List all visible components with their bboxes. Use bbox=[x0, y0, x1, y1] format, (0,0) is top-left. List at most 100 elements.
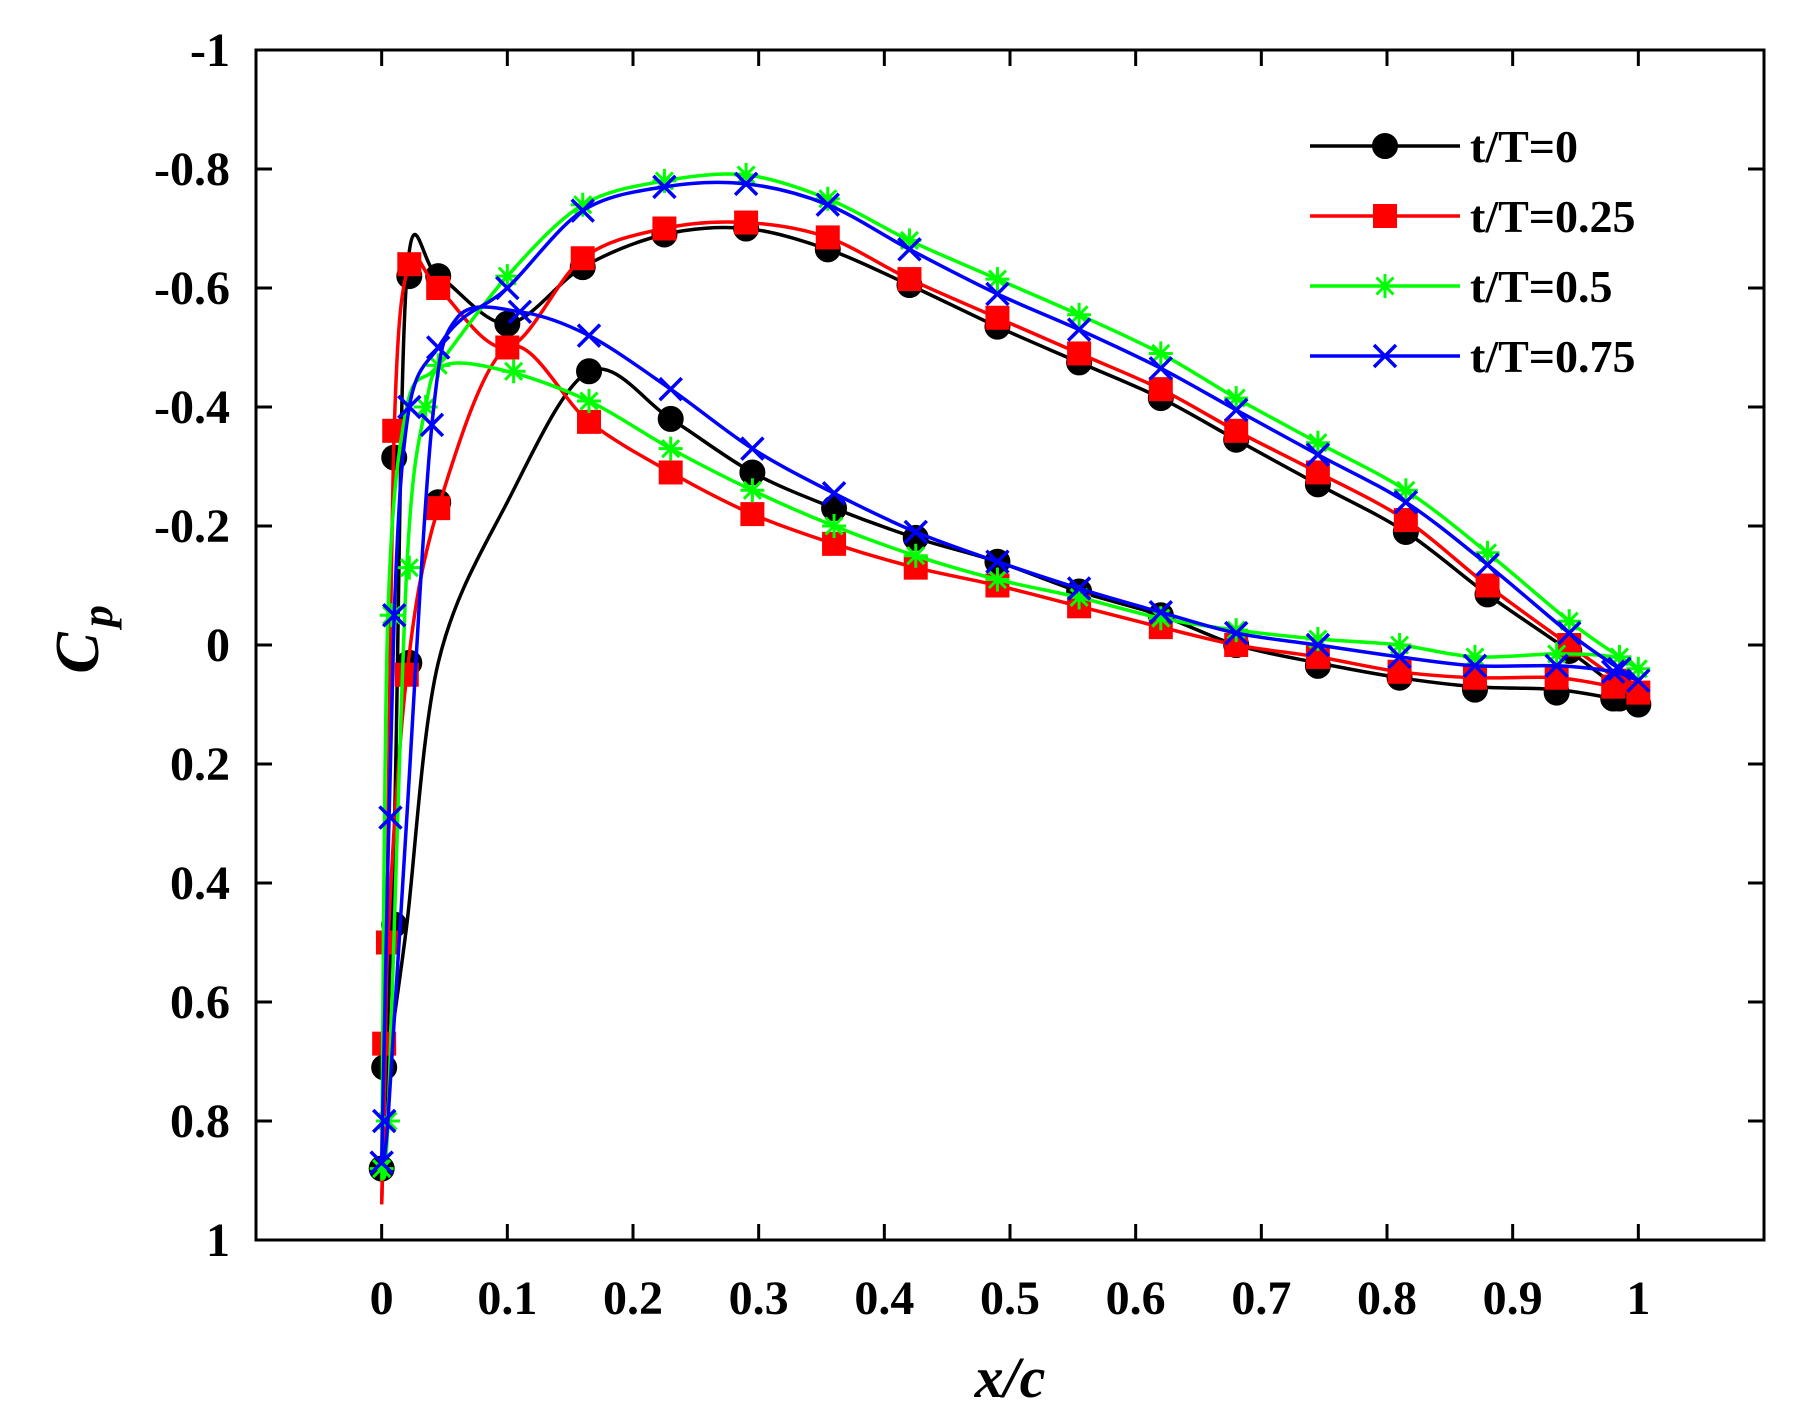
y-tick-label: 0.2 bbox=[170, 738, 230, 791]
data-point bbox=[1148, 356, 1174, 381]
data-point bbox=[740, 478, 765, 503]
series-layer bbox=[368, 162, 1652, 1205]
y-tick-label: 0.4 bbox=[170, 857, 230, 910]
data-point bbox=[657, 405, 684, 432]
x-tick-label: 1 bbox=[1626, 1272, 1650, 1325]
legend-marker bbox=[1373, 274, 1397, 298]
legend-label: t/T=0.5 bbox=[1470, 261, 1613, 312]
data-point bbox=[734, 210, 759, 235]
y-axis-label: C p bbox=[44, 605, 122, 674]
y-tick-label: -0.2 bbox=[154, 500, 230, 553]
data-point bbox=[1305, 442, 1331, 467]
data-point bbox=[903, 543, 928, 568]
data-point bbox=[1462, 653, 1488, 679]
data-point bbox=[1462, 665, 1487, 690]
x-tick-label: 0.2 bbox=[603, 1272, 663, 1325]
data-point bbox=[378, 805, 403, 830]
data-point bbox=[501, 359, 526, 384]
x-tick-label: 0.4 bbox=[854, 1272, 914, 1325]
data-point bbox=[733, 171, 759, 197]
legend-entry: t/T=0.5 bbox=[1310, 261, 1613, 312]
data-point bbox=[1387, 659, 1412, 684]
tick-layer: 0 0.1 0.2 0.3 0.4 0.5 0.6 0.7 0.8 0.9 1 -1 -0.8 -0.6 -… bbox=[154, 24, 1764, 1325]
legend-label: t/T=0 bbox=[1470, 121, 1578, 172]
data-point bbox=[1544, 665, 1569, 690]
data-point bbox=[652, 216, 677, 241]
y-tick-label: -1 bbox=[190, 24, 230, 77]
data-point bbox=[577, 389, 602, 414]
y-tick-label: 0.6 bbox=[170, 976, 230, 1029]
data-point bbox=[1067, 341, 1092, 366]
data-point bbox=[397, 252, 422, 277]
data-point bbox=[1148, 600, 1174, 625]
data-point bbox=[425, 335, 451, 360]
data-point bbox=[897, 267, 922, 292]
data-point bbox=[815, 225, 840, 250]
data-point bbox=[821, 481, 847, 506]
data-point bbox=[652, 174, 677, 200]
y-tick-label: 0.8 bbox=[170, 1095, 230, 1148]
x-tick-label: 0.8 bbox=[1357, 1272, 1417, 1325]
data-point bbox=[1387, 633, 1412, 657]
series-line-upper bbox=[379, 225, 1640, 1169]
data-point bbox=[740, 502, 765, 527]
data-point bbox=[897, 237, 922, 262]
data-point bbox=[985, 281, 1010, 307]
series-t/T=0.75 bbox=[369, 171, 1651, 1175]
legend-entry: t/T=0 bbox=[1310, 121, 1578, 172]
y-tick-label: -0.8 bbox=[154, 143, 230, 196]
data-point bbox=[1305, 460, 1330, 485]
legend: t/T=0 t/T=0.25 t/T=0.5 t/T=0.75 bbox=[1310, 121, 1636, 382]
y-tick-label: 1 bbox=[206, 1214, 230, 1267]
data-point bbox=[985, 267, 1010, 292]
data-point bbox=[576, 358, 603, 385]
data-point bbox=[495, 264, 520, 289]
data-point bbox=[1600, 659, 1626, 685]
data-point bbox=[1626, 680, 1651, 705]
data-point bbox=[495, 275, 520, 301]
data-point bbox=[1066, 317, 1092, 342]
data-point bbox=[1544, 641, 1569, 666]
data-point bbox=[1626, 668, 1651, 693]
legend-marker bbox=[1373, 204, 1397, 228]
data-point bbox=[1393, 489, 1419, 515]
data-point bbox=[1066, 576, 1092, 601]
data-point bbox=[570, 198, 595, 223]
data-point bbox=[815, 192, 841, 217]
x-tick-label: 0.9 bbox=[1483, 1272, 1543, 1325]
x-axis-label: x/c bbox=[974, 1345, 1046, 1410]
data-point bbox=[1393, 508, 1418, 533]
legend-entry: t/T=0.75 bbox=[1310, 331, 1636, 382]
data-point bbox=[1544, 653, 1569, 679]
x-tick-label: 0.1 bbox=[477, 1272, 537, 1325]
y-axis-label-main: C bbox=[44, 632, 112, 674]
series-markers bbox=[369, 171, 1651, 1175]
data-point bbox=[570, 246, 595, 271]
data-point bbox=[397, 555, 422, 580]
data-point bbox=[1148, 341, 1173, 366]
x-tick-label: 0 bbox=[370, 1272, 394, 1325]
data-point bbox=[658, 376, 683, 402]
data-point bbox=[576, 323, 602, 348]
x-tick-label: 0.6 bbox=[1106, 1272, 1166, 1325]
legend-marker bbox=[1372, 343, 1398, 369]
data-point bbox=[495, 335, 520, 360]
data-point bbox=[822, 514, 847, 538]
legend-marker bbox=[1372, 133, 1398, 159]
data-point bbox=[1556, 620, 1582, 646]
data-point bbox=[426, 496, 451, 521]
data-point bbox=[985, 549, 1010, 574]
data-point bbox=[1607, 656, 1632, 682]
y-tick-label: -0.6 bbox=[154, 262, 230, 315]
data-point bbox=[1067, 302, 1092, 327]
data-point bbox=[577, 409, 602, 434]
data-point bbox=[507, 299, 533, 325]
data-point bbox=[1223, 397, 1249, 423]
legend-entry: t/T=0.25 bbox=[1310, 191, 1636, 242]
data-point bbox=[740, 436, 765, 461]
data-point bbox=[381, 603, 407, 628]
series-t/T=0.25 bbox=[372, 210, 1651, 1205]
data-point bbox=[419, 412, 445, 438]
